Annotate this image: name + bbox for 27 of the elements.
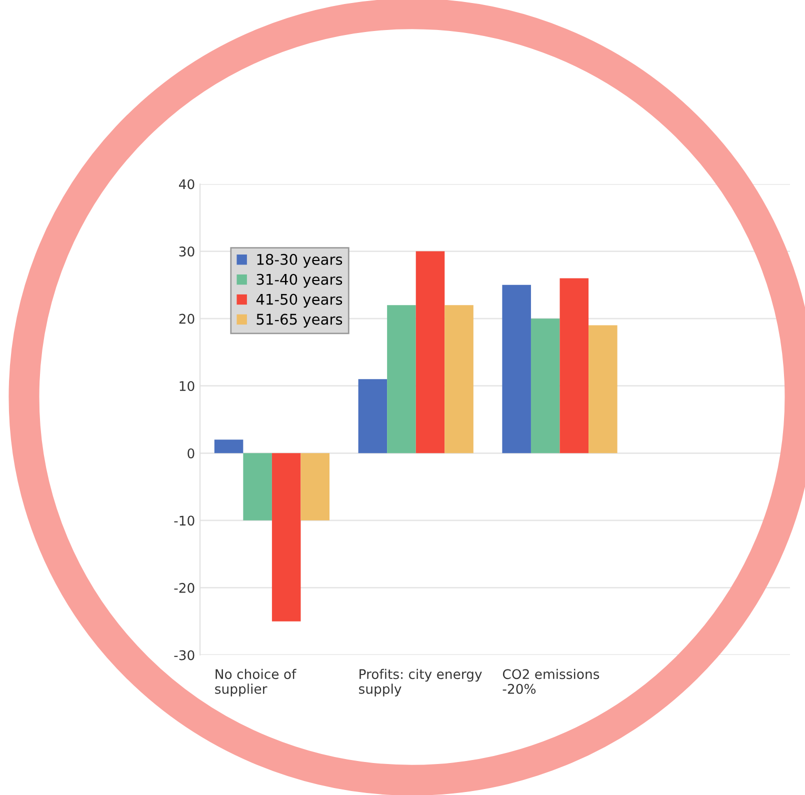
bar — [502, 284, 531, 454]
bar — [444, 305, 474, 454]
bar — [530, 318, 560, 454]
bar — [416, 251, 445, 454]
legend-label: 41-50 years — [256, 294, 342, 308]
x-tick-label: CO2 emissions -20% — [502, 668, 600, 694]
y-tick-label: -20 — [174, 582, 194, 593]
bar — [300, 453, 330, 520]
bar — [387, 305, 416, 454]
legend-label: 51-65 years — [256, 314, 342, 328]
bar — [560, 278, 589, 454]
y-tick-label: 0 — [188, 448, 194, 458]
y-tick-label: -10 — [174, 516, 194, 526]
bar — [243, 453, 272, 520]
y-tick-label: 20 — [179, 314, 194, 324]
y-tick-label: 40 — [178, 179, 194, 190]
bar — [272, 453, 301, 622]
x-tick-label: Profits: city energy supply — [359, 668, 482, 696]
bar — [358, 379, 388, 454]
y-tick-label: 30 — [179, 246, 194, 256]
legend-label: 31-40 years — [256, 274, 342, 288]
y-tick-label: 10 — [180, 381, 194, 392]
legend-label: 18-30 years — [257, 254, 342, 268]
x-tick-label: No choice of supplier — [215, 668, 296, 696]
bar — [588, 325, 618, 454]
y-tick-label: -30 — [174, 650, 194, 660]
bar — [214, 440, 244, 454]
